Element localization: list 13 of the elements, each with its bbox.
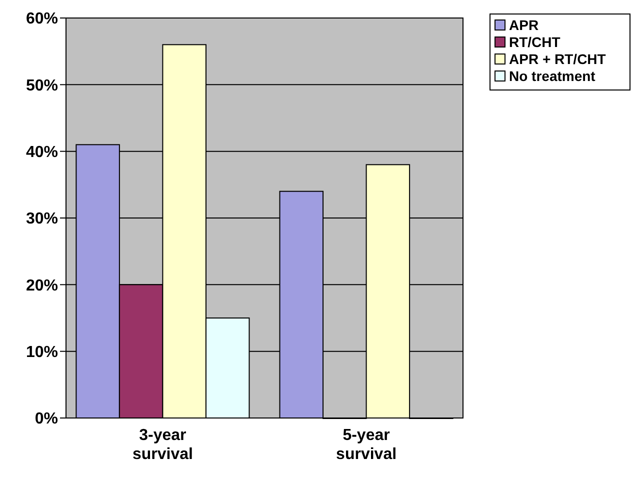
legend-label: APR + RT/CHT [509,50,606,67]
legend-label: No treatment [509,68,596,84]
y-tick-label: 40% [26,144,58,161]
legend-label: RT/CHT [509,34,561,50]
y-tick-label: 50% [26,77,58,94]
x-tick-label: 3-year survival [132,427,193,463]
y-tick-label: 20% [26,277,58,294]
legend-label: APR [509,16,539,33]
x-tick-label: 5-year survival [336,427,397,463]
y-tick-label: 60% [26,10,58,28]
y-tick-label: 10% [26,344,58,361]
y-tick-label: 0% [34,410,58,428]
y-tick-label: 30% [26,210,58,228]
